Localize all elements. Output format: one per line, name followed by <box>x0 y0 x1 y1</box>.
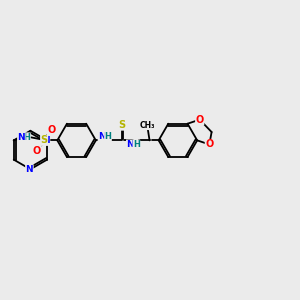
Text: H: H <box>133 140 140 149</box>
Text: N: N <box>26 165 33 174</box>
Text: O: O <box>33 146 41 155</box>
Text: O: O <box>205 140 214 149</box>
Text: CH₃: CH₃ <box>140 121 155 130</box>
Text: N: N <box>17 133 25 142</box>
Text: N: N <box>127 140 134 149</box>
Text: S: S <box>118 120 126 130</box>
Text: O: O <box>196 115 204 124</box>
Text: O: O <box>47 125 56 135</box>
Text: N: N <box>98 132 106 141</box>
Text: N: N <box>42 136 50 145</box>
Text: S: S <box>40 135 48 146</box>
Text: H: H <box>104 132 111 141</box>
Text: H: H <box>23 133 30 142</box>
